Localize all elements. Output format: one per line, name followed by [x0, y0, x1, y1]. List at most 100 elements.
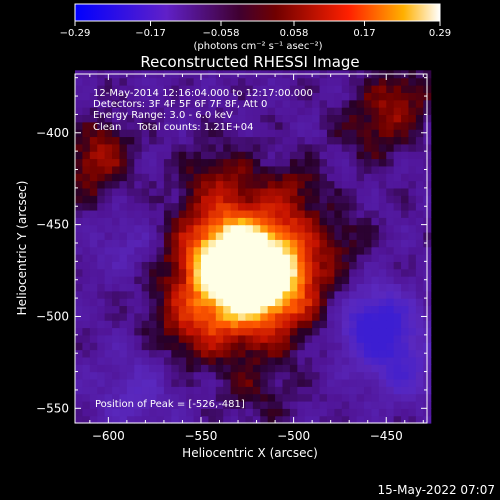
heatmap-cell [149, 312, 158, 321]
heatmap-cell [163, 85, 172, 93]
heatmap-cell [112, 121, 121, 130]
heatmap-cell [319, 151, 328, 160]
heatmap-cell [104, 312, 113, 321]
heatmap-cell [126, 364, 135, 373]
heatmap-cell [126, 217, 135, 226]
heatmap-cell [275, 349, 284, 358]
heatmap-cell [356, 364, 365, 373]
heatmap-cell [326, 386, 335, 395]
heatmap-cell [89, 129, 98, 138]
heatmap-cell [364, 180, 373, 189]
heatmap-cell [200, 92, 209, 101]
heatmap-cell [178, 349, 187, 358]
heatmap-cell [186, 231, 195, 240]
heatmap-cell [75, 231, 84, 240]
heatmap-cell [178, 173, 187, 182]
heatmap-cell [215, 320, 224, 329]
heatmap-cell [252, 202, 261, 211]
heatmap-cell [334, 305, 343, 314]
heatmap-cell [326, 327, 335, 336]
heatmap-cell [193, 165, 202, 174]
heatmap-cell [371, 334, 380, 343]
heatmap-cell [156, 261, 165, 270]
heatmap-cell [230, 231, 239, 240]
heatmap-cell [252, 114, 261, 123]
heatmap-cell [364, 143, 373, 152]
heatmap-cell [200, 276, 209, 284]
heatmap-cell [326, 305, 335, 314]
heatmap-cell [178, 165, 187, 174]
heatmap-cell [245, 371, 254, 380]
heatmap-cell [104, 136, 113, 145]
heatmap-cell [401, 165, 410, 174]
heatmap-cell [341, 364, 350, 373]
heatmap-cell [134, 77, 143, 86]
heatmap-cell [312, 180, 321, 189]
heatmap-cell [141, 378, 150, 387]
heatmap-cell [119, 386, 128, 395]
heatmap-cell [401, 290, 410, 299]
heatmap-cell [401, 334, 410, 343]
heatmap-cell [341, 371, 350, 380]
heatmap-cell [415, 92, 424, 101]
heatmap-cell [267, 77, 276, 86]
heatmap-cell [215, 121, 224, 130]
heatmap-cell [230, 173, 239, 182]
heatmap-cell [104, 77, 113, 86]
heatmap-cell [149, 77, 158, 86]
heatmap-cell [304, 99, 313, 108]
heatmap-cell [408, 342, 417, 351]
heatmap-cell [215, 77, 224, 86]
heatmap-cell [119, 85, 128, 93]
heatmap-cell [326, 92, 335, 101]
heatmap-cell [245, 254, 254, 262]
heatmap-cell [112, 231, 121, 240]
heatmap-cell [75, 246, 84, 255]
heatmap-cell [289, 356, 298, 365]
heatmap-cell [378, 187, 387, 196]
heatmap-cell [326, 283, 335, 292]
heatmap-cell [193, 334, 202, 343]
heatmap-cell [134, 364, 143, 373]
heatmap-cell [319, 298, 328, 307]
heatmap-cell [326, 246, 335, 255]
heatmap-cell [275, 187, 284, 196]
heatmap-cell [334, 349, 343, 358]
heatmap-cell [408, 173, 417, 182]
heatmap-cell [82, 349, 91, 358]
heatmap-cell [126, 371, 135, 380]
heatmap-cell [186, 283, 195, 292]
heatmap-cell [371, 268, 380, 277]
heatmap-cell [282, 312, 291, 321]
heatmap-cell [312, 173, 321, 182]
heatmap-cell [156, 165, 165, 174]
heatmap-cell [260, 77, 269, 86]
heatmap-cell [149, 173, 158, 182]
heatmap-cell [349, 92, 358, 101]
heatmap-cell [408, 151, 417, 160]
heatmap-cell [282, 239, 291, 248]
heatmap-cell [282, 356, 291, 365]
heatmap-cell [326, 290, 335, 299]
heatmap-cell [141, 246, 150, 255]
heatmap-cell [304, 261, 313, 270]
heatmap-cell [371, 224, 380, 233]
footer-timestamp: 15-May-2022 07:07 [378, 483, 495, 497]
heatmap-cell [163, 158, 172, 167]
heatmap-cell [364, 151, 373, 160]
heatmap-cell [223, 254, 232, 262]
heatmap-cell [267, 415, 276, 424]
heatmap-cell [141, 312, 150, 321]
heatmap-cell [223, 92, 232, 101]
heatmap-cell [230, 283, 239, 292]
heatmap-cell [386, 187, 395, 196]
heatmap-cell [252, 349, 261, 358]
heatmap-cell [260, 129, 269, 138]
heatmap-cell [186, 121, 195, 130]
heatmap-cell [163, 393, 172, 402]
heatmap-cell [297, 400, 306, 409]
heatmap-cell [112, 99, 121, 108]
heatmap-cell [149, 290, 158, 299]
heatmap-cell [356, 143, 365, 152]
heatmap-cell [312, 298, 321, 307]
